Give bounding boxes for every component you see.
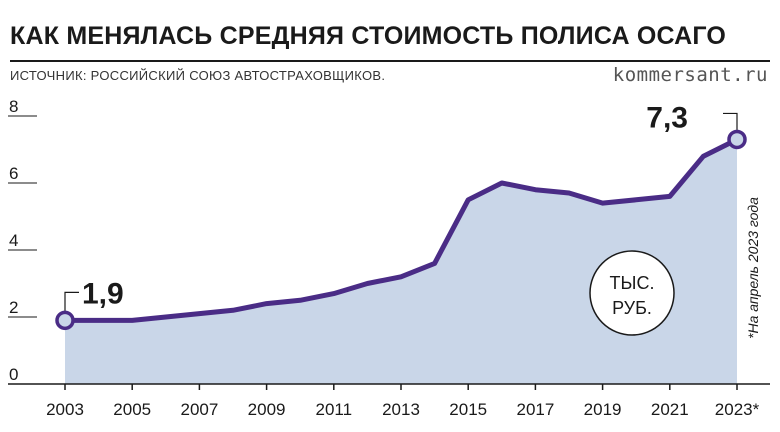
y-axis-ticks: 0 2 4 6 8 — [9, 97, 18, 384]
annotation-marker — [727, 129, 747, 150]
unit-label-line1: ТЫС. — [610, 273, 655, 293]
title-divider — [10, 60, 770, 62]
unit-badge: ТЫС. РУБ. — [589, 250, 675, 336]
y-tick-label: 0 — [9, 365, 18, 384]
y-tick-label: 6 — [9, 164, 18, 183]
source-note: ИСТОЧНИК: РОССИЙСКИЙ СОЮЗ АВТОСТРАХОВЩИК… — [10, 68, 386, 83]
x-tick-label: 2007 — [180, 400, 218, 419]
annotation-label: 1,9 — [82, 277, 124, 310]
chart-title: КАК МЕНЯЛАСЬ СРЕДНЯЯ СТОИМОСТЬ ПОЛИСА ОС… — [10, 22, 727, 50]
x-tick-label: 2009 — [248, 400, 286, 419]
annotations: 1,9 7,3 — [55, 101, 747, 331]
annotation-marker — [55, 310, 75, 331]
x-tick-label: 2017 — [516, 400, 554, 419]
annotation-label: 7,3 — [646, 101, 688, 134]
x-tick-label: 2015 — [449, 400, 487, 419]
x-tick-label: 2011 — [316, 400, 353, 419]
x-axis-ticks: 2003 2005 2007 2009 2011 2013 2015 2017 2019 2021… — [46, 384, 760, 419]
unit-label-line2: РУБ. — [612, 298, 652, 318]
x-tick-label: 2019 — [584, 400, 622, 419]
y-tick-label: 4 — [9, 231, 18, 250]
x-tick-label: 2003 — [46, 400, 84, 419]
series-line — [62, 137, 740, 323]
footnote: *На апрель 2023 года — [745, 197, 761, 339]
grid-lines — [8, 115, 37, 318]
x-tick-label: 2005 — [113, 400, 151, 419]
annotation-leader — [64, 291, 79, 313]
unit-circle — [589, 250, 675, 336]
y-tick-label: 2 — [9, 298, 18, 317]
annotation-leader — [723, 112, 738, 132]
x-tick-label: 2013 — [382, 400, 420, 419]
y-tick-label: 8 — [9, 97, 18, 116]
x-tick-label: 2021 — [651, 400, 689, 419]
x-tick-label: 2023* — [715, 400, 760, 419]
brand-watermark: kommersant.ru — [612, 64, 768, 86]
series-area-fill — [65, 139, 737, 384]
